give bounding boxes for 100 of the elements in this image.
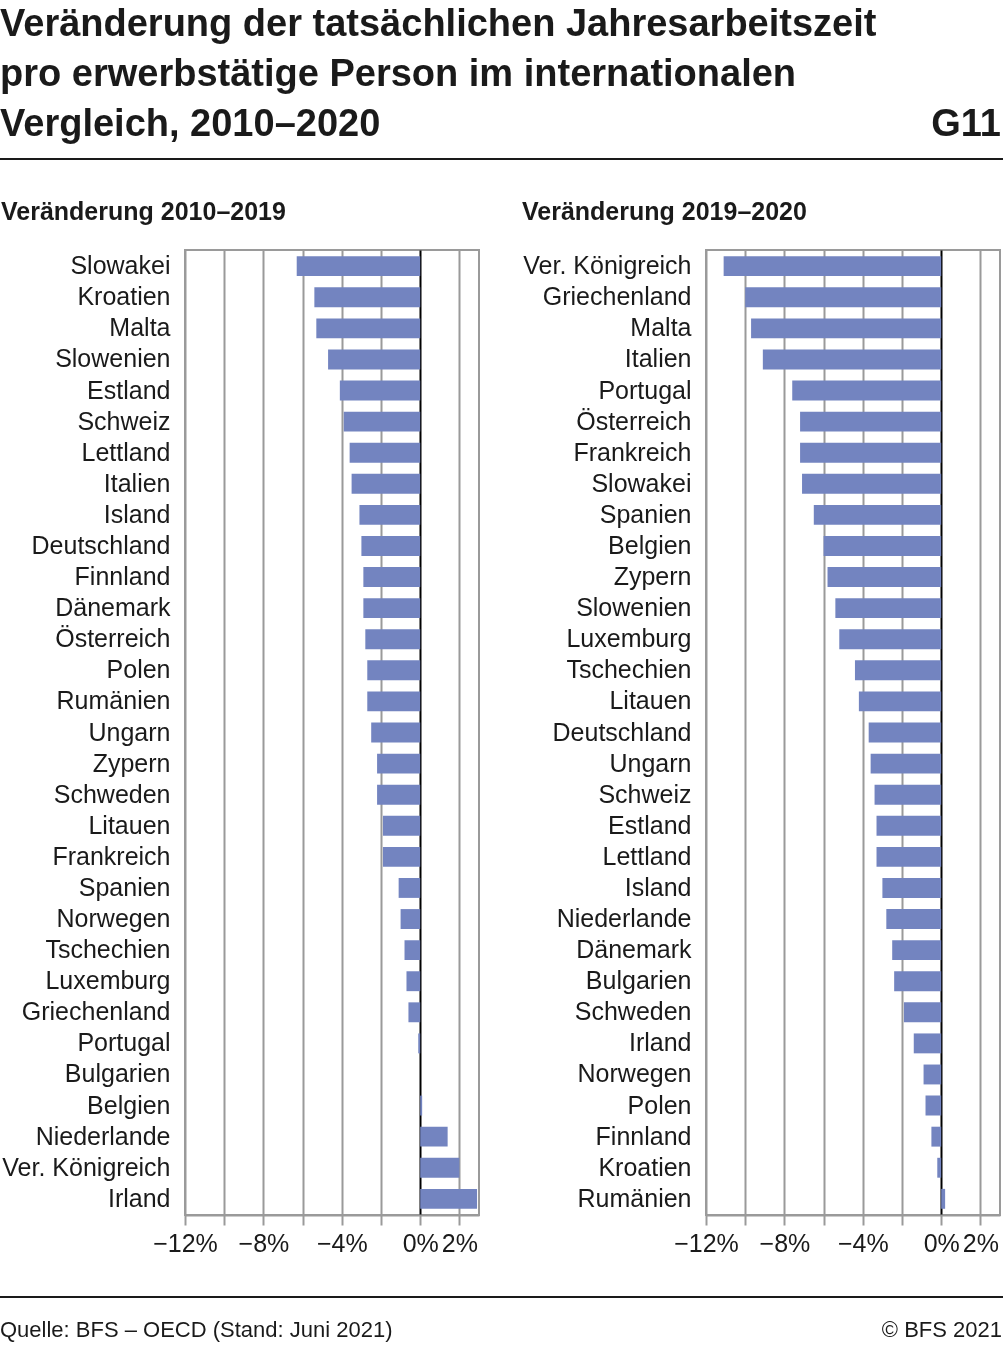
bar <box>371 722 421 743</box>
bar <box>351 473 421 494</box>
bar <box>367 660 421 681</box>
y-tick-label: Norwegen <box>56 904 171 933</box>
source-note: Quelle: BFS – OECD (Stand: Juni 2021) <box>0 1316 393 1344</box>
y-tick-label: Slowakei <box>591 468 692 497</box>
y-tick-label: Österreich <box>576 406 692 435</box>
bar <box>398 878 421 898</box>
y-tick-label: Spanien <box>599 499 692 528</box>
y-tick-label: Schweiz <box>77 406 171 435</box>
y-tick-label: Belgien <box>608 530 692 559</box>
text: © BFS 2021 <box>881 1316 1002 1344</box>
y-tick-label: Rumänien <box>577 1183 692 1212</box>
bar <box>316 318 421 339</box>
bar <box>377 784 421 805</box>
y-tick-label: Irland <box>628 1028 692 1057</box>
y-tick-label: Deutschland <box>552 717 692 746</box>
y-tick-label: Ungarn <box>609 748 692 777</box>
y-tick-label: Schweiz <box>598 779 692 808</box>
x-tick-label: 2% <box>441 1228 478 1257</box>
bar <box>314 287 421 308</box>
x-tick-label: −8% <box>759 1228 811 1257</box>
y-tick-label: Ver. Königreich <box>2 1152 171 1181</box>
y-tick-label: Portugal <box>77 1028 171 1057</box>
bar <box>343 411 421 432</box>
y-tick-label: Bulgarien <box>64 1059 171 1088</box>
y-tick-label: Malta <box>109 313 171 342</box>
y-tick-label: Dänemark <box>55 593 171 622</box>
y-tick-label: Finnland <box>74 562 171 591</box>
y-tick-label: Belgien <box>87 1090 171 1119</box>
x-tick-label: −12% <box>674 1228 739 1257</box>
y-tick-label: Österreich <box>55 624 171 653</box>
x-tick-label: 0% <box>923 1228 960 1257</box>
y-tick-label: Finnland <box>595 1121 692 1150</box>
y-tick-label: Spanien <box>78 872 171 901</box>
x-tick-label: −8% <box>238 1228 290 1257</box>
y-tick-label: Schweden <box>53 779 171 808</box>
y-tick-label: Deutschland <box>31 530 171 559</box>
bar <box>382 815 421 836</box>
y-tick-label: Estland <box>87 375 171 404</box>
y-tick-label: Niederlande <box>35 1121 171 1150</box>
y-tick-label: Kroatien <box>77 282 171 311</box>
y-tick-label: Lettland <box>602 841 692 870</box>
y-tick-label: Litauen <box>609 686 692 715</box>
y-tick-label: Niederlande <box>556 904 692 933</box>
bar <box>408 1002 421 1023</box>
bar <box>382 846 421 867</box>
y-tick-label: Norwegen <box>577 1059 692 1088</box>
y-tick-label: Malta <box>630 313 692 342</box>
y-tick-label: Ungarn <box>88 717 171 746</box>
y-tick-label: Dänemark <box>576 935 692 964</box>
y-tick-label: Rumänien <box>56 686 171 715</box>
y-tick-label: Slowenien <box>55 344 171 373</box>
y-tick-label: Polen <box>627 1090 692 1119</box>
y-tick-label: Tschechien <box>45 935 171 964</box>
y-tick-label: Griechenland <box>21 997 171 1026</box>
y-tick-label: Island <box>103 499 171 528</box>
bar <box>420 1157 460 1178</box>
bar <box>359 504 421 525</box>
bar <box>349 442 421 463</box>
y-tick-label: Luxemburg <box>566 624 692 653</box>
bar <box>296 256 421 277</box>
y-tick-label: Italien <box>624 344 692 373</box>
y-tick-label: Ver. Königreich <box>523 251 692 280</box>
y-tick-label: Slowakei <box>70 251 171 280</box>
bar <box>367 691 421 712</box>
bar <box>406 971 421 992</box>
y-tick-label: Kroatien <box>598 1152 692 1181</box>
y-tick-label: Luxemburg <box>45 966 171 995</box>
chart-subtitle: Veränderung 2010–2019 <box>1 196 286 227</box>
bar <box>404 940 421 961</box>
y-tick-label: Bulgarien <box>585 966 692 995</box>
y-tick-label: Griechenland <box>542 282 692 311</box>
y-tick-label: Island <box>624 872 692 901</box>
y-tick-label: Slowenien <box>576 593 692 622</box>
x-tick-label: 0% <box>402 1228 439 1257</box>
bar <box>363 598 421 619</box>
bar <box>328 349 421 370</box>
bar <box>377 753 421 774</box>
x-tick-label: −4% <box>316 1228 368 1257</box>
y-tick-label: Lettland <box>81 437 171 466</box>
y-tick-label: Portugal <box>598 375 692 404</box>
x-tick-label: −4% <box>837 1228 889 1257</box>
x-tick-label: 2% <box>962 1228 999 1257</box>
bar <box>361 536 421 556</box>
chart-subtitle: Veränderung 2019–2020 <box>522 196 807 227</box>
y-tick-label: Zypern <box>613 562 692 591</box>
y-tick-label: Irland <box>107 1183 171 1212</box>
y-tick-label: Frankreich <box>52 841 171 870</box>
y-tick-label: Schweden <box>574 997 692 1026</box>
bar <box>339 380 421 401</box>
bar <box>363 567 421 587</box>
y-tick-label: Polen <box>106 655 171 684</box>
x-tick-label: −12% <box>153 1228 218 1257</box>
y-tick-label: Litauen <box>88 810 171 839</box>
chart-title: Veränderung der tatsächlichen Jahresarbeitszeit pro erwerbstätige Person im internationalen Vergleich, 2010–2020 <box>0 1 878 146</box>
bar <box>420 1188 478 1209</box>
y-tick-label: Tschechien <box>566 655 692 684</box>
y-tick-label: Estland <box>608 810 692 839</box>
bar <box>365 629 421 650</box>
